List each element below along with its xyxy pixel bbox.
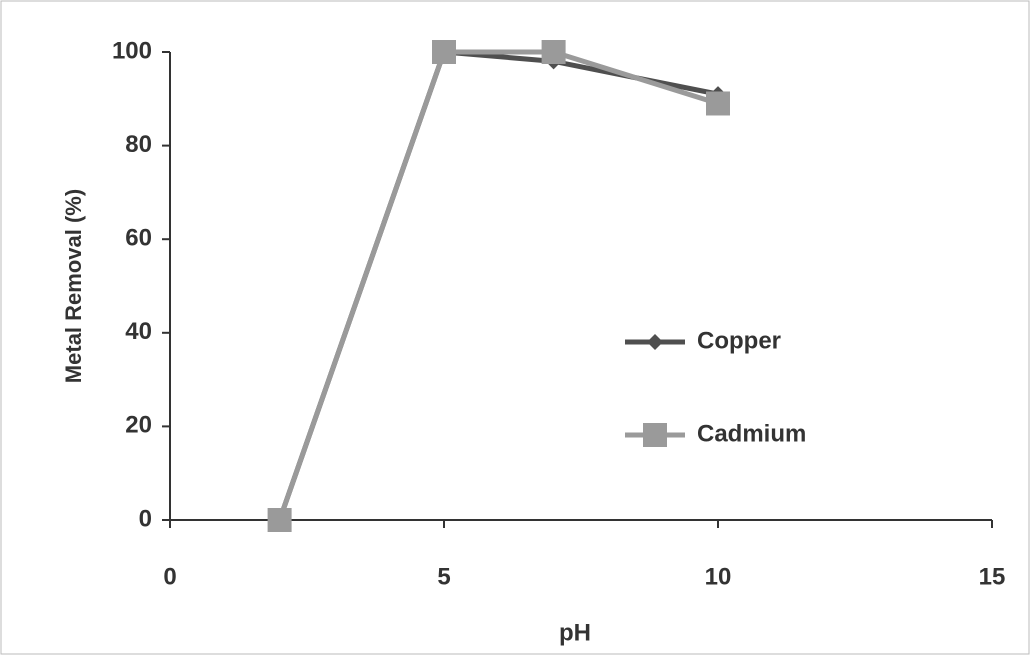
frame — [1, 1, 1029, 654]
marker — [706, 91, 730, 115]
marker — [432, 40, 456, 64]
y-axis-label: Metal Removal (%) — [61, 189, 86, 383]
y-tick-label: 0 — [139, 505, 152, 532]
marker — [268, 508, 292, 532]
y-tick-label: 40 — [125, 318, 152, 345]
x-axis-label: pH — [559, 619, 591, 646]
x-tick-label: 5 — [437, 563, 450, 590]
legend-label: Copper — [697, 327, 781, 354]
chart: pH Metal Removal (%) 0 20 40 60 80 100 0 5 10 15 C… — [0, 0, 1030, 655]
legend-label: Cadmium — [697, 420, 806, 447]
x-tick-label: 15 — [979, 563, 1006, 590]
marker — [542, 40, 566, 64]
y-tick-label: 80 — [125, 131, 152, 158]
x-tick-label: 10 — [705, 563, 732, 590]
y-tick-label: 20 — [125, 412, 152, 439]
marker — [643, 423, 667, 447]
y-tick-label: 100 — [112, 37, 152, 64]
x-tick-label: 0 — [163, 563, 176, 590]
y-tick-label: 60 — [125, 225, 152, 252]
